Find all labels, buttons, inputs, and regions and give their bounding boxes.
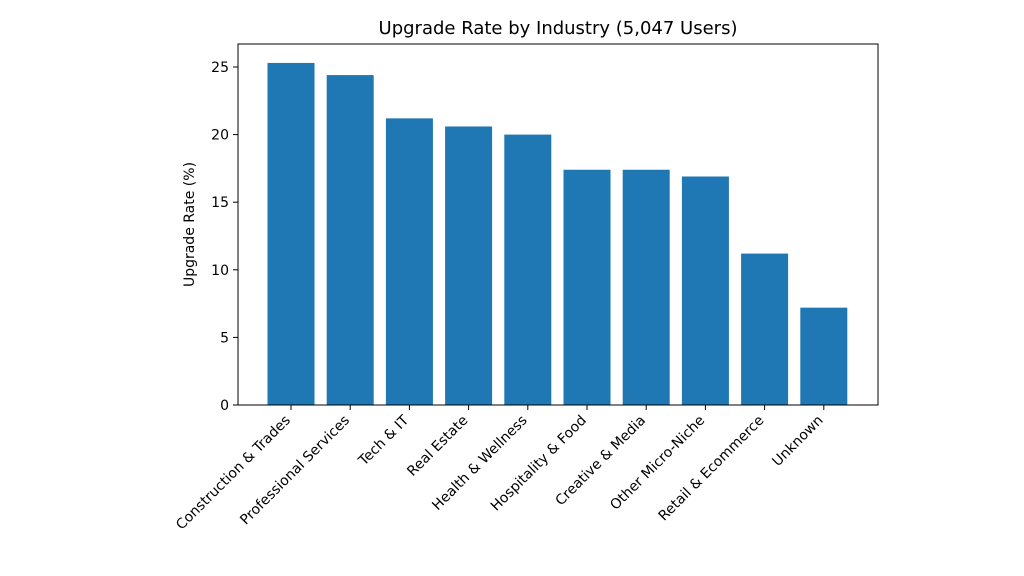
- bar-3: [445, 126, 493, 406]
- plot-area: [237, 43, 879, 406]
- x-tick-label-9: Unknown: [769, 413, 826, 470]
- y-tick-label-5: 25: [211, 60, 229, 76]
- y-tick-label-2: 10: [211, 263, 229, 279]
- y-tick-label-3: 15: [211, 195, 229, 211]
- bar-4: [504, 134, 552, 405]
- bar-2: [385, 118, 433, 406]
- y-tick-label-1: 5: [220, 330, 229, 346]
- y-tick-label-4: 20: [211, 128, 229, 144]
- x-tick-label-8: Retail & Ecommerce: [656, 413, 768, 525]
- bar-5: [563, 169, 611, 405]
- plot-frame: [237, 43, 879, 406]
- bar-6: [622, 169, 670, 405]
- x-tick-label-1: Professional Services: [237, 413, 353, 529]
- bar-8: [741, 253, 789, 405]
- bar-9: [800, 307, 848, 405]
- bar-0: [267, 62, 315, 406]
- y-axis-label: Upgrade Rate (%): [182, 162, 198, 287]
- chart-title: Upgrade Rate by Industry (5,047 Users): [379, 18, 738, 39]
- x-tick-label-2: Tech & IT: [355, 412, 412, 469]
- y-tick-label-0: 0: [220, 398, 229, 414]
- y-axis: 0 5 10 15 20 25: [211, 60, 238, 414]
- bar-7: [681, 176, 729, 405]
- x-tick-label-0: Construction & Trades: [173, 413, 294, 534]
- bar-1: [326, 75, 374, 405]
